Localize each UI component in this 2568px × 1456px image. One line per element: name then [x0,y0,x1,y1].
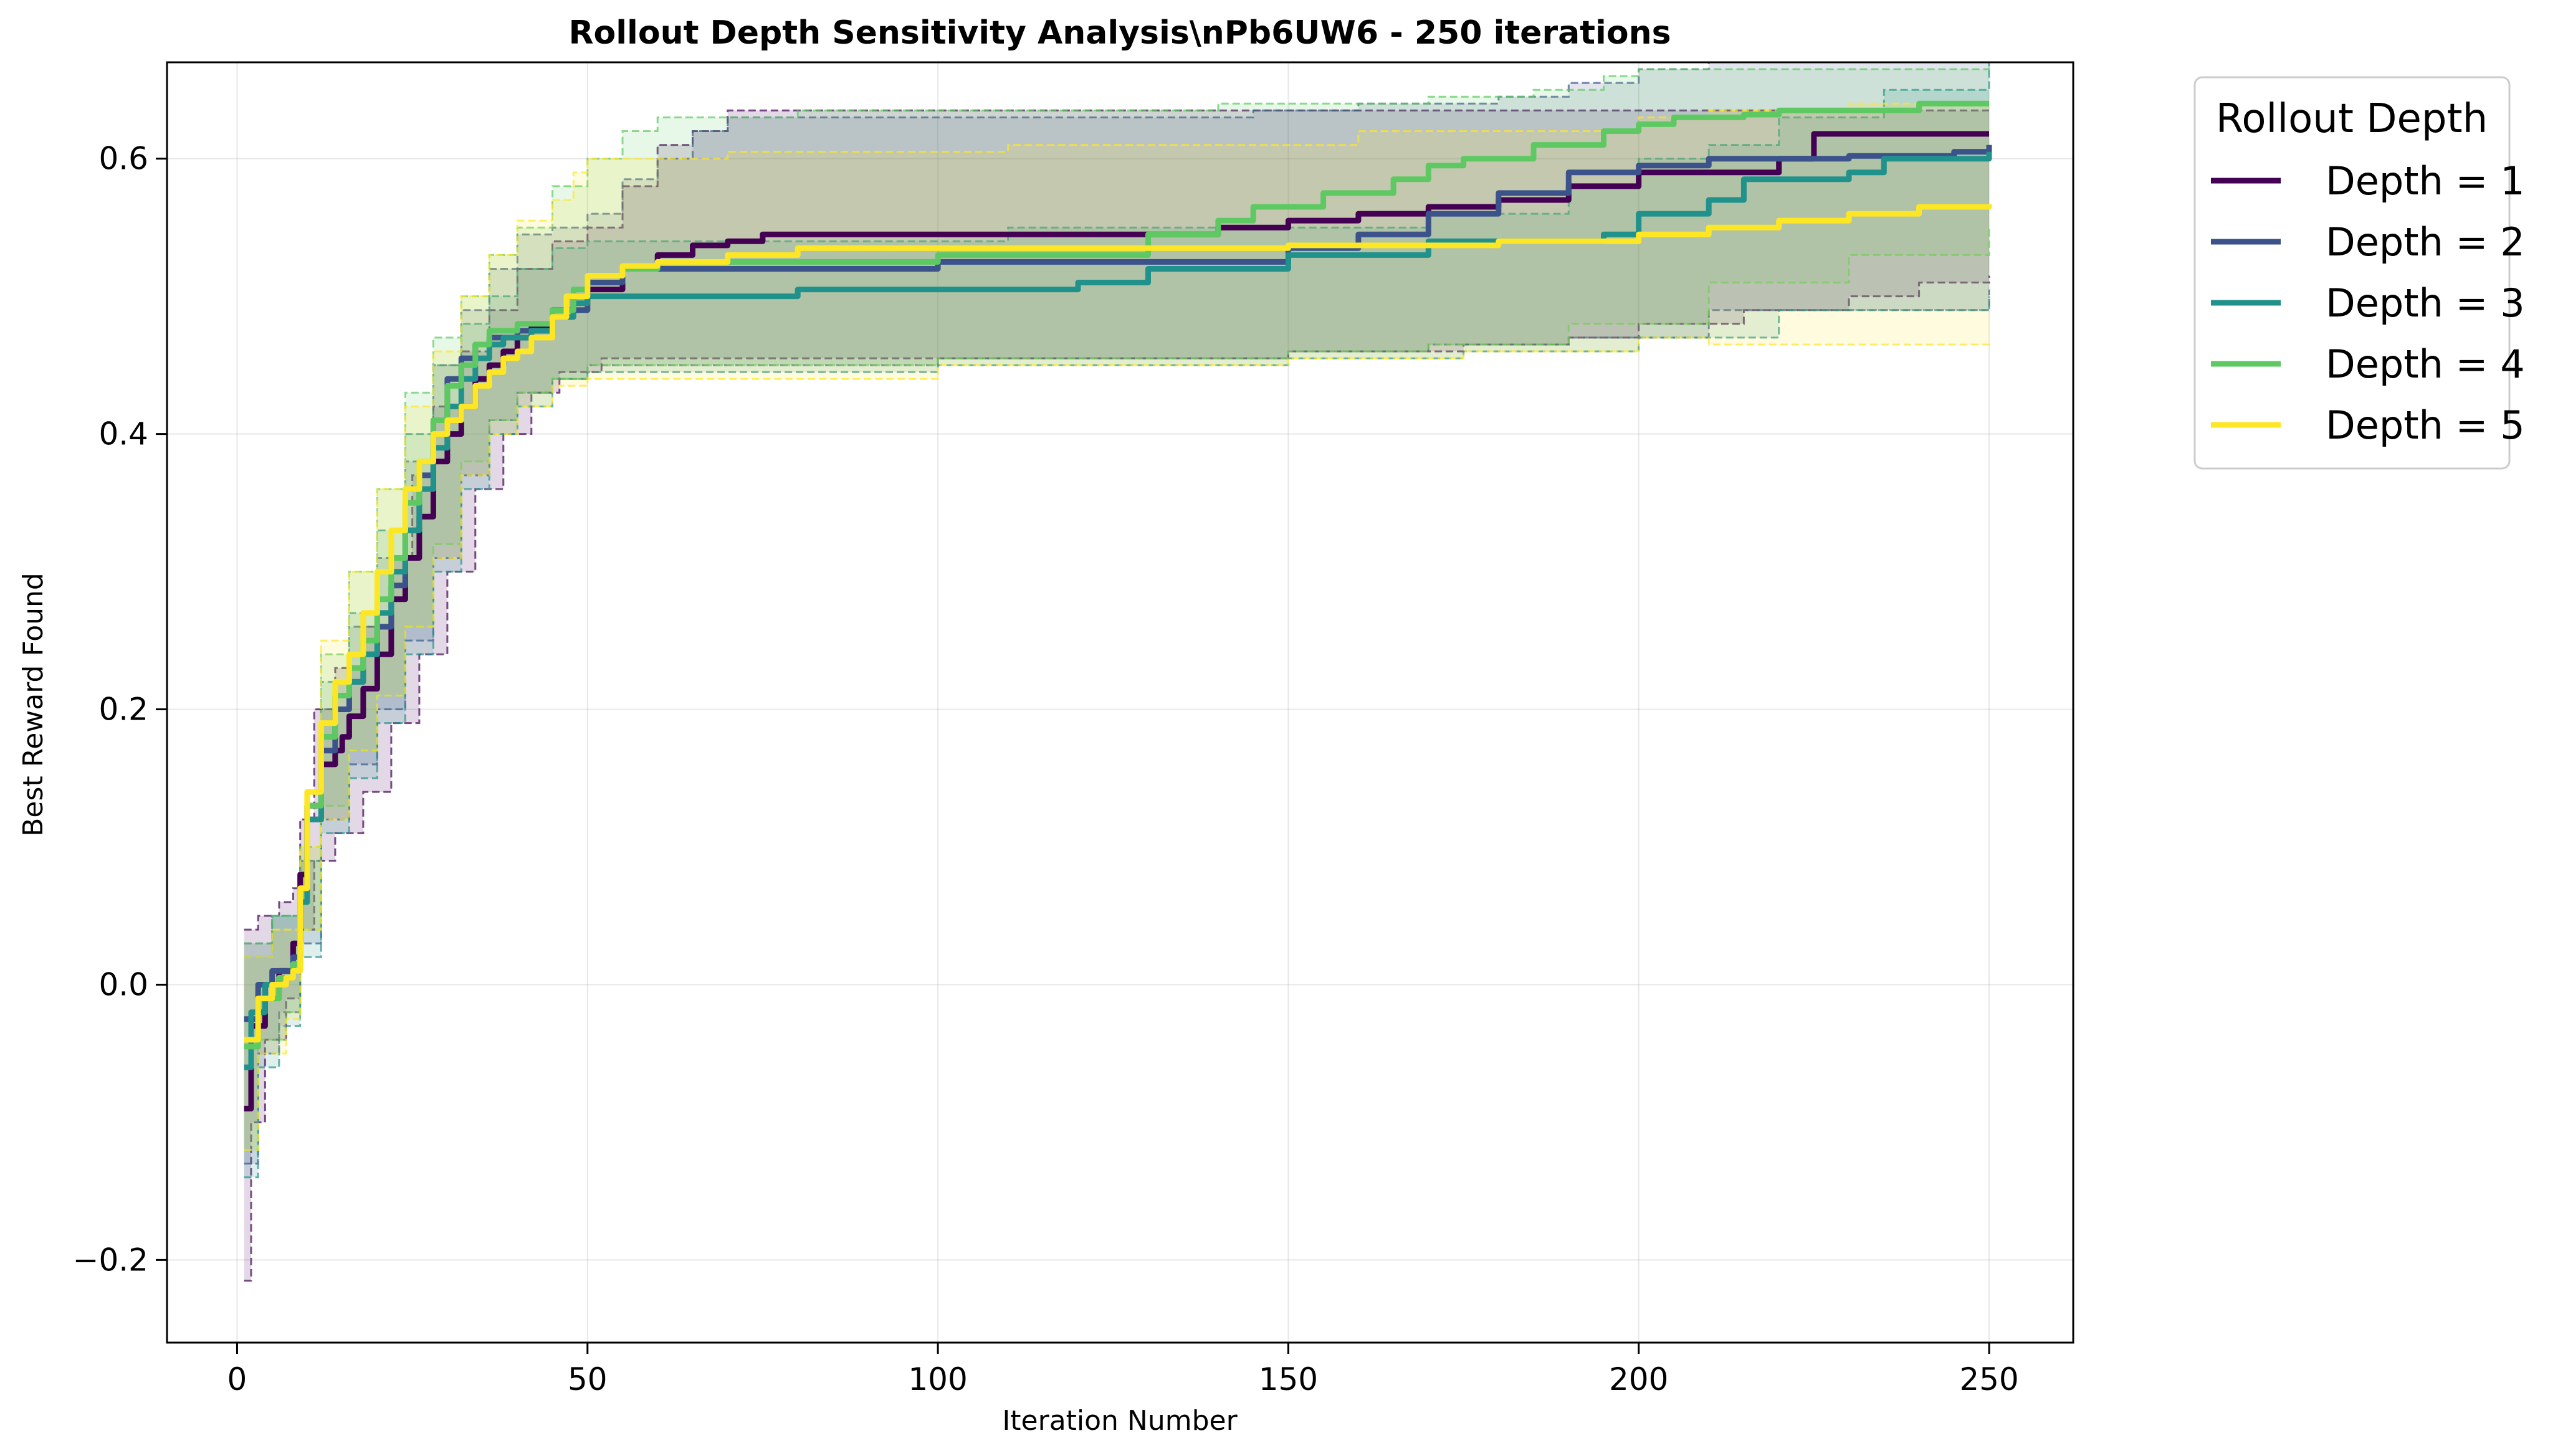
x-axis-label: Iteration Number [1002,1405,1238,1437]
y-tick-label: 0.0 [98,966,148,1002]
lower-bound-depth-3 [244,296,1990,1179]
mean-line-depth-5 [244,204,1992,1043]
confidence-bands [244,62,1990,1282]
x-tick-label: 100 [908,1361,967,1397]
confidence-band-depth-2 [244,62,1990,1164]
x-tick-label: 150 [1259,1361,1318,1397]
legend-label-depth-2: Depth = 2 [2326,219,2525,265]
x-axis-ticks: 0 50 100 150 200 250 [227,1343,2019,1397]
legend-label-depth-3: Depth = 3 [2326,280,2525,326]
x-tick-label: 50 [568,1361,608,1397]
confidence-band-depth-5 [244,103,1990,1150]
x-tick-label: 0 [227,1361,247,1397]
confidence-band-depth-3 [244,62,1990,1178]
confidence-band-depth-4 [244,62,1990,1150]
legend-label-depth-5: Depth = 5 [2326,402,2525,448]
y-tick-label: −0.2 [73,1242,148,1278]
legend-box [2193,76,2511,470]
lower-bound-depth-4 [244,227,1990,1151]
lower-bound-depth-5 [244,336,1990,1151]
upper-bound-depth-5 [244,102,1989,958]
legend-label-depth-4: Depth = 4 [2326,341,2525,387]
y-tick-label: 0.2 [98,692,148,728]
x-tick-label: 250 [1959,1361,2018,1397]
legend-title: Rollout Depth [2216,96,2488,142]
plot-frame [166,61,2074,1344]
chart-title: Rollout Depth Sensitivity Analysis\nPb6U… [568,14,1671,52]
y-axis-label: Best Reward Found [17,573,49,837]
legend-entries: Depth = 1 Depth = 2 Depth = 3 Depth = 4 Dept… [2211,158,2525,448]
legend-label-depth-1: Depth = 1 [2326,158,2525,204]
y-tick-label: 0.4 [98,416,148,452]
y-axis-ticks: −0.2 0.0 0.2 0.4 0.6 [73,141,167,1278]
confidence-band-depth-1 [244,110,1990,1281]
y-tick-label: 0.6 [98,141,148,177]
mean-lines [244,100,1992,1111]
x-tick-label: 200 [1609,1361,1668,1397]
